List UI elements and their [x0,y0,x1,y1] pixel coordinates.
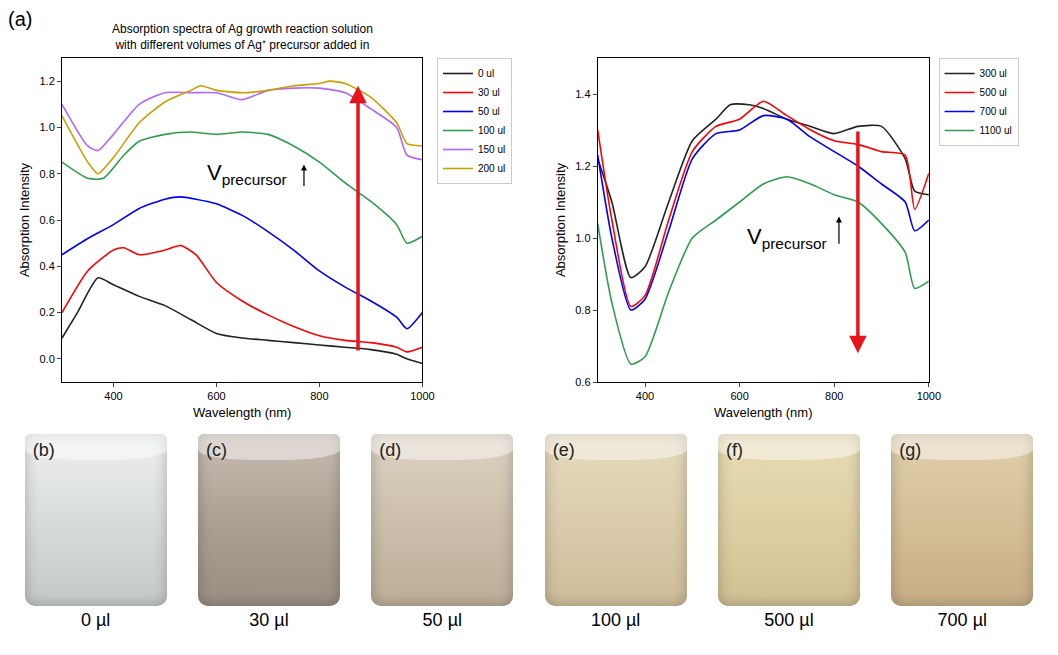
svg-text:700 ul: 700 ul [980,106,1007,117]
svg-text:1000: 1000 [917,390,941,402]
svg-text:400: 400 [636,390,654,402]
html-text:(c): (c) [206,440,227,460]
svg-text:Wavelength (nm): Wavelength (nm) [193,405,292,420]
svg-text:1.0: 1.0 [40,121,55,133]
svg-text:1100 ul: 1100 ul [980,125,1012,136]
svg-text:0 ul: 0 ul [478,68,494,79]
svg-text:Wavelength (nm): Wavelength (nm) [714,405,813,420]
svg-text:1.0: 1.0 [575,232,590,244]
svg-text:500 ul: 500 ul [980,87,1007,98]
svg-text:600: 600 [207,390,225,402]
svg-text:(a): (a) [8,8,32,30]
html-text:(e): (e) [552,440,575,460]
svg-text:0.6: 0.6 [40,214,55,226]
svg-text:100 ul: 100 ul [478,125,505,136]
html-text:(b): (b) [32,440,55,460]
svg-text:0.8: 0.8 [575,304,590,316]
svg-text:150 ul: 150 ul [478,144,505,155]
html-text:700 µl: 700 µl [937,610,987,630]
svg-text:300 ul: 300 ul [980,68,1007,79]
html-text:30 µl: 30 µl [249,610,289,630]
svg-text:30 ul: 30 ul [478,87,500,98]
html-text:(f): (f) [726,440,743,460]
svg-text:200 ul: 200 ul [478,163,505,174]
svg-text:600: 600 [730,390,748,402]
html-text:500 µl: 500 µl [764,610,814,630]
svg-text:0.2: 0.2 [40,306,55,318]
svg-text:1.4: 1.4 [575,88,590,100]
svg-text:0.6: 0.6 [575,376,590,388]
svg-text:400: 400 [104,390,122,402]
svg-text:Absorption Intensity: Absorption Intensity [553,162,568,277]
svg-text:0.4: 0.4 [40,260,55,272]
html-text:0 µl: 0 µl [81,610,111,630]
svg-text:V​precursor​: V​precursor​ [747,224,827,252]
svg-text:V​precursor​: V​precursor​ [207,160,287,188]
html-text:100 µl: 100 µl [590,610,641,630]
html-text:(g): (g) [899,440,922,460]
svg-text:800: 800 [310,390,328,402]
svg-text:Absorption spectra of Ag growt: Absorption spectra of Ag growth reaction… [112,22,373,52]
svg-text:0.0: 0.0 [40,353,55,365]
svg-text:0.8: 0.8 [40,168,55,180]
svg-text:1.2: 1.2 [575,160,590,172]
svg-text:1.2: 1.2 [40,75,55,87]
svg-text:Absorption Intensity: Absorption Intensity [17,162,32,277]
svg-text:1000: 1000 [410,390,434,402]
svg-text:800: 800 [825,390,843,402]
html-text:50 µl: 50 µl [422,610,462,630]
html-text:(d): (d) [379,440,402,460]
svg-text:50 ul: 50 ul [478,106,500,117]
